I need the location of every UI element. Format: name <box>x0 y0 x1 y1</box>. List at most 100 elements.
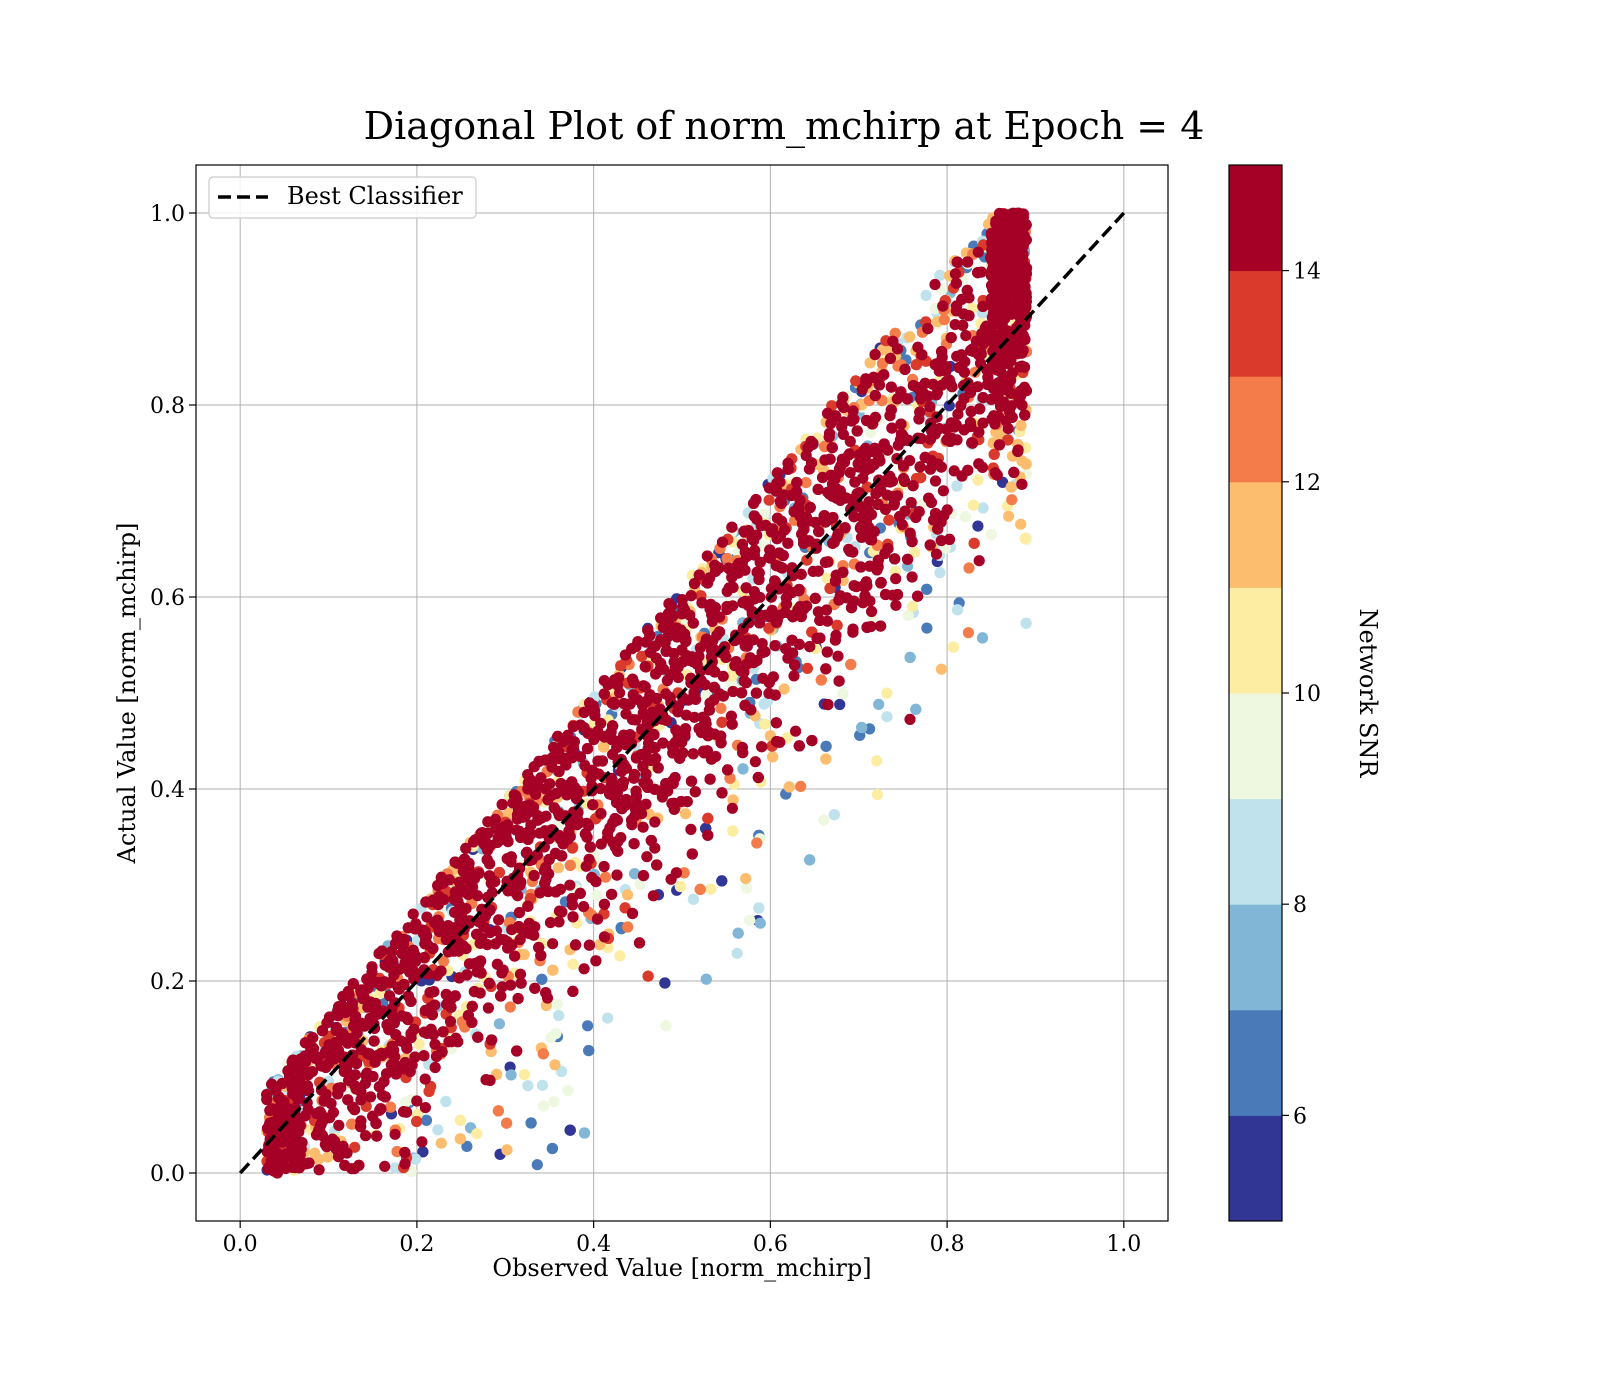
scatter-point <box>1002 434 1014 446</box>
scatter-point <box>861 621 873 634</box>
scatter-point <box>951 350 963 362</box>
scatter-point <box>522 1080 534 1092</box>
scatter-point <box>286 1083 298 1095</box>
scatter-point <box>417 1146 429 1158</box>
scatter-point <box>726 670 738 682</box>
scatter-point <box>814 614 826 627</box>
scatter-point <box>930 548 943 560</box>
scatter-point <box>313 1164 325 1176</box>
scatter-point <box>363 1048 376 1060</box>
scatter-point <box>925 496 938 508</box>
scatter-point <box>825 469 837 481</box>
scatter-point <box>716 875 728 887</box>
scatter-point <box>848 511 860 523</box>
scatter-point <box>550 886 562 898</box>
scatter-point <box>515 831 527 844</box>
scatter-point <box>824 453 836 465</box>
scatter-point <box>902 609 914 622</box>
scatter-point <box>595 838 607 850</box>
scatter-point <box>914 461 926 473</box>
scatter-point <box>1018 361 1031 373</box>
scatter-point <box>732 927 744 939</box>
scatter-point <box>398 1106 410 1118</box>
scatter-point <box>615 832 627 844</box>
scatter-point <box>399 1158 411 1170</box>
scatter-point <box>651 859 663 871</box>
scatter-point <box>920 289 932 301</box>
scatter-point <box>924 401 936 413</box>
scatter-point <box>553 829 565 842</box>
scatter-point <box>630 752 643 764</box>
scatter-point <box>873 379 886 391</box>
scatter-point <box>493 866 505 879</box>
scatter-point <box>537 1048 549 1060</box>
scatter-point <box>977 502 989 514</box>
scatter-point <box>713 688 726 700</box>
scatter-point <box>795 780 807 793</box>
scatter-point <box>865 426 877 438</box>
scatter-point <box>786 610 798 622</box>
scatter-point <box>538 1100 550 1112</box>
scatter-point <box>496 981 508 993</box>
scatter-point <box>676 608 688 620</box>
scatter-point <box>756 647 768 659</box>
scatter-point <box>1012 444 1024 456</box>
scatter-point <box>727 685 739 698</box>
scatter-point <box>756 741 768 753</box>
scatter-point <box>385 1059 397 1071</box>
scatter-point <box>795 568 807 580</box>
scatter-point <box>567 741 580 754</box>
scatter-point <box>407 908 419 920</box>
scatter-point <box>880 588 892 601</box>
scatter-point <box>602 1012 614 1024</box>
scatter-point <box>975 347 987 359</box>
scatter-point <box>368 1035 380 1047</box>
scatter-point <box>332 1044 345 1056</box>
scatter-point <box>934 269 946 281</box>
scatter-point <box>452 896 464 908</box>
scatter-point <box>331 1025 343 1037</box>
scatter-point <box>364 1012 376 1025</box>
scatter-point <box>935 663 948 675</box>
scatter-point <box>429 1038 441 1050</box>
scatter-point <box>567 985 579 998</box>
scatter-point <box>492 1105 504 1117</box>
scatter-point <box>361 973 373 985</box>
scatter-point <box>995 400 1007 412</box>
scatter-point <box>346 1163 358 1175</box>
scatter-point <box>664 692 676 704</box>
scatter-point <box>965 405 977 418</box>
scatter-point <box>721 603 733 616</box>
scatter-point <box>801 600 813 612</box>
scatter-point <box>770 485 782 497</box>
scatter-point <box>598 931 611 943</box>
scatter-point <box>856 511 868 523</box>
scatter-point <box>674 880 687 893</box>
scatter-point <box>546 1142 559 1155</box>
scatter-point <box>419 1102 431 1114</box>
scatter-point <box>1016 399 1028 411</box>
scatter-point <box>442 946 454 958</box>
scatter-point <box>962 464 974 476</box>
scatter-point <box>804 641 816 653</box>
scatter-point <box>869 389 881 402</box>
scatter-point <box>636 650 648 663</box>
scatter-point <box>612 845 624 857</box>
scatter-point <box>834 698 846 711</box>
scatter-point <box>912 590 924 602</box>
scatter-point <box>863 496 875 508</box>
scatter-point <box>366 961 378 973</box>
scatter-point <box>410 918 422 930</box>
scatter-point <box>872 561 884 573</box>
scatter-point <box>770 717 782 729</box>
scatter-point <box>310 1052 322 1064</box>
scatter-point <box>897 431 909 443</box>
scatter-point <box>512 993 524 1005</box>
scatter-point <box>560 732 573 744</box>
scatter-point <box>580 860 592 872</box>
scatter-point <box>966 437 978 449</box>
scatter-point <box>724 772 736 784</box>
scatter-point <box>624 698 636 710</box>
scatter-point <box>957 319 969 331</box>
scatter-point <box>809 592 821 605</box>
